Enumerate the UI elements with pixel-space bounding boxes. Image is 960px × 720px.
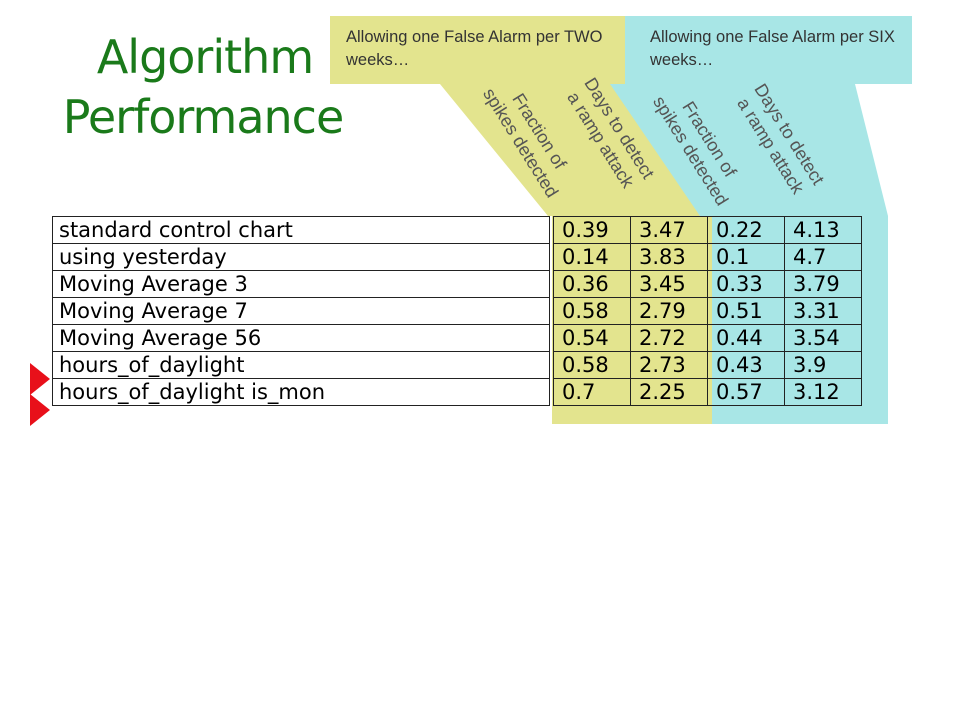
ramp-six-weeks-cell: 3.79 (784, 270, 862, 298)
table-row: hours_of_daylight is_mon 0.7 2.25 0.57 3… (52, 378, 862, 406)
table-row: Moving Average 3 0.36 3.45 0.33 3.79 (52, 270, 862, 298)
ramp-two-weeks-cell: 2.79 (630, 297, 708, 325)
highlight-arrow-icon (30, 363, 50, 395)
ramp-two-weeks-cell: 3.45 (630, 270, 708, 298)
page-title-line-2: Performance (62, 90, 345, 144)
ramp-two-weeks-cell: 3.83 (630, 243, 708, 271)
ramp-two-weeks-cell: 2.72 (630, 324, 708, 352)
spikes-two-weeks-cell: 0.39 (553, 216, 631, 244)
ramp-six-weeks-cell: 4.13 (784, 216, 862, 244)
ramp-two-weeks-cell: 3.47 (630, 216, 708, 244)
algorithm-name-cell: hours_of_daylight is_mon (52, 378, 550, 406)
spikes-two-weeks-cell: 0.14 (553, 243, 631, 271)
ramp-six-weeks-cell: 3.12 (784, 378, 862, 406)
algorithm-name-cell: Moving Average 56 (52, 324, 550, 352)
algorithm-name-cell: Moving Average 7 (52, 297, 550, 325)
table-body: standard control chart 0.39 3.47 0.22 4.… (52, 216, 862, 406)
group-label-six-weeks: Allowing one False Alarm per SIX weeks… (650, 28, 895, 69)
table-row: using yesterday 0.14 3.83 0.1 4.7 (52, 243, 862, 271)
table-row: standard control chart 0.39 3.47 0.22 4.… (52, 216, 862, 244)
group-label-two-weeks: Allowing one False Alarm per TWO weeks… (346, 28, 603, 69)
algorithm-name-cell: Moving Average 3 (52, 270, 550, 298)
algorithm-name-cell: using yesterday (52, 243, 550, 271)
ramp-six-weeks-cell: 3.54 (784, 324, 862, 352)
highlight-arrow-icon (30, 394, 50, 426)
algorithm-name-cell: hours_of_daylight (52, 351, 550, 379)
performance-table: standard control chart 0.39 3.47 0.22 4.… (52, 216, 862, 406)
spikes-six-weeks-cell: 0.22 (707, 216, 785, 244)
table-row: Moving Average 56 0.54 2.72 0.44 3.54 (52, 324, 862, 352)
ramp-six-weeks-cell: 3.9 (784, 351, 862, 379)
spikes-two-weeks-cell: 0.54 (553, 324, 631, 352)
ramp-six-weeks-cell: 3.31 (784, 297, 862, 325)
spikes-two-weeks-cell: 0.7 (553, 378, 631, 406)
page-title-line-1: Algorithm (96, 30, 314, 84)
spikes-six-weeks-cell: 0.57 (707, 378, 785, 406)
spikes-two-weeks-cell: 0.58 (553, 351, 631, 379)
spikes-six-weeks-cell: 0.33 (707, 270, 785, 298)
spikes-six-weeks-cell: 0.51 (707, 297, 785, 325)
table-row: Moving Average 7 0.58 2.79 0.51 3.31 (52, 297, 862, 325)
ramp-six-weeks-cell: 4.7 (784, 243, 862, 271)
spikes-two-weeks-cell: 0.36 (553, 270, 631, 298)
ramp-two-weeks-cell: 2.25 (630, 378, 708, 406)
table-row: hours_of_daylight 0.58 2.73 0.43 3.9 (52, 351, 862, 379)
spikes-six-weeks-cell: 0.44 (707, 324, 785, 352)
ramp-two-weeks-cell: 2.73 (630, 351, 708, 379)
spikes-six-weeks-cell: 0.1 (707, 243, 785, 271)
spikes-two-weeks-cell: 0.58 (553, 297, 631, 325)
algorithm-name-cell: standard control chart (52, 216, 550, 244)
spikes-six-weeks-cell: 0.43 (707, 351, 785, 379)
